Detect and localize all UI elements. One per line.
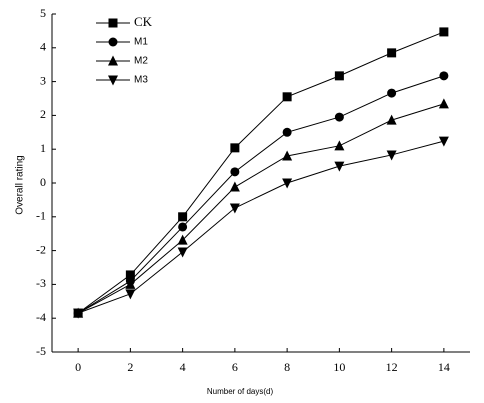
marker xyxy=(125,270,135,280)
marker xyxy=(334,140,345,151)
marker xyxy=(108,18,118,28)
y-tick-label: -1 xyxy=(36,209,46,223)
marker xyxy=(125,278,136,289)
marker xyxy=(282,127,292,137)
marker xyxy=(386,114,397,125)
y-tick-label: -3 xyxy=(36,276,46,290)
marker xyxy=(282,150,293,161)
marker xyxy=(177,234,188,245)
marker xyxy=(125,289,136,300)
marker xyxy=(178,212,188,222)
y-tick-label: 1 xyxy=(40,141,46,155)
marker xyxy=(438,136,449,147)
x-tick-label: 8 xyxy=(284,360,290,374)
marker xyxy=(230,167,240,177)
legend-label: M2 xyxy=(134,56,148,67)
x-tick-label: 10 xyxy=(333,360,345,374)
x-tick-label: 4 xyxy=(180,360,186,374)
marker xyxy=(334,112,344,122)
marker xyxy=(108,55,118,66)
marker xyxy=(387,88,397,98)
x-tick-label: 12 xyxy=(386,360,398,374)
x-tick-label: 6 xyxy=(232,360,238,374)
y-axis-label: Overall rating xyxy=(15,155,26,214)
series-line xyxy=(77,140,445,314)
x-tick-label: 0 xyxy=(75,360,81,374)
y-tick-label: -5 xyxy=(36,344,46,358)
marker xyxy=(282,92,292,102)
y-tick-label: 4 xyxy=(40,40,46,54)
legend-label: M1 xyxy=(134,37,148,48)
y-tick-label: -2 xyxy=(36,242,46,256)
legend-label: CK xyxy=(134,14,153,29)
marker xyxy=(438,98,449,109)
x-axis-label: Number of days(d) xyxy=(207,387,274,396)
y-tick-label: 5 xyxy=(40,6,46,20)
marker xyxy=(387,48,397,58)
marker xyxy=(282,178,293,189)
marker xyxy=(439,71,449,81)
y-tick-label: 2 xyxy=(40,107,46,121)
legend-label: M3 xyxy=(134,75,148,86)
marker xyxy=(73,308,84,319)
x-tick-label: 14 xyxy=(438,360,450,374)
y-tick-label: 0 xyxy=(40,175,46,189)
marker xyxy=(386,150,397,161)
marker xyxy=(439,27,449,37)
series-line xyxy=(77,31,445,314)
x-tick-label: 2 xyxy=(127,360,133,374)
y-tick-label: 3 xyxy=(40,73,46,87)
marker xyxy=(108,37,118,47)
y-tick-label: -4 xyxy=(36,310,46,324)
marker xyxy=(334,71,344,81)
marker xyxy=(230,143,240,153)
marker xyxy=(108,75,118,86)
marker xyxy=(177,247,188,258)
marker xyxy=(334,161,345,172)
marker xyxy=(178,222,188,232)
marker xyxy=(229,181,240,192)
series-line xyxy=(77,103,445,314)
marker xyxy=(229,203,240,214)
series-line xyxy=(77,75,445,314)
